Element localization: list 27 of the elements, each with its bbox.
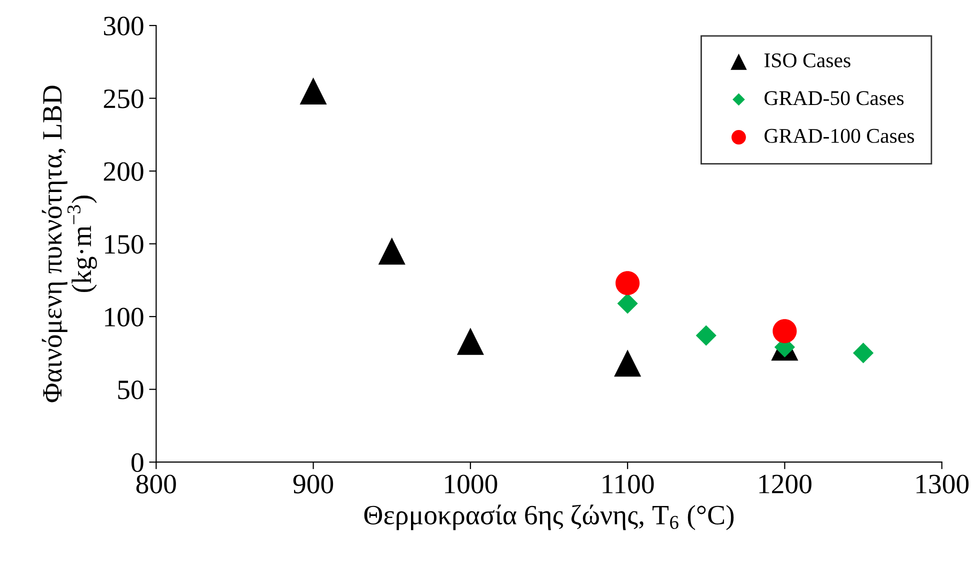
x-tick-label: 1200 (759, 474, 812, 494)
point (696, 325, 716, 346)
x-tick-label: 800 (136, 474, 176, 494)
y-tick-label: 250 (104, 89, 144, 108)
y-tick-label: 150 (105, 234, 144, 254)
y-tick-label: 0 (132, 453, 144, 472)
x-tick-label: 1000 (445, 474, 498, 494)
point (300, 77, 327, 105)
point (617, 293, 638, 314)
y-tick-label: 200 (104, 162, 144, 181)
point (456, 328, 484, 355)
legend-label: GRAD-100 Cases (764, 128, 914, 143)
y-tick-label: 100 (105, 308, 144, 326)
point (852, 342, 874, 364)
x-tick-label: 900 (293, 474, 334, 494)
x-tick-label: 1100 (602, 474, 654, 494)
y-tick-label: 300 (104, 16, 144, 36)
point (614, 350, 642, 377)
x-tick-label: 1300 (916, 474, 969, 494)
legend-label: GRAD-50 Cases (764, 91, 904, 106)
point (378, 238, 406, 265)
point (772, 319, 797, 344)
y-axis-title: Φαινόμενη πυκνότητα, LBD (kg·m$^{−3}$) (42, 86, 97, 402)
x-axis-title: Θερμοκρασία 6ης ζώνης, T$_{6}$ (°C) (364, 504, 734, 530)
legend-label: ISO Cases (764, 53, 850, 68)
y-tick-label: 50 (118, 380, 144, 400)
point (616, 271, 640, 296)
